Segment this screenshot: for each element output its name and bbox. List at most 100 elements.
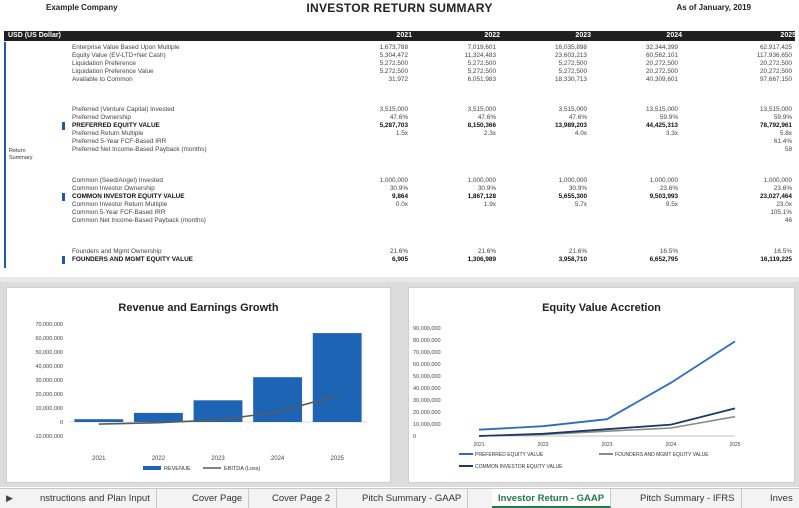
row-label: Common Investor Ownership <box>72 185 155 192</box>
row-value: 20,272,500 <box>646 68 678 75</box>
revenue-earnings-chart: 70,000,000 60,000,000 50,000,000 40,000,000… <box>34 322 367 472</box>
row-label: Liquidation Preference Value <box>72 68 154 75</box>
as-of-date: As of January, 2019 <box>676 3 751 12</box>
row-value: 6,051,983 <box>467 76 496 83</box>
row-value: 6,652,795 <box>649 256 678 263</box>
table-row: Common (Seed/Angel) Invested 1,000,000 1,0… <box>0 177 799 185</box>
row-value: 5,272,500 <box>467 68 496 75</box>
y-tick-label: 10,000,000 <box>413 422 441 428</box>
table-row: Common Investor Return Multiple 0.0x 1.9x 5… <box>0 201 799 209</box>
row-value: 1,673,788 <box>379 44 408 51</box>
section-label: Return Summary <box>9 148 33 162</box>
highlight-marker <box>62 122 65 130</box>
row-value: 16.5% <box>659 248 678 255</box>
row-value: 3,958,710 <box>558 256 587 263</box>
y-tick-label: 70,000,000 <box>35 322 63 328</box>
table-row: Preferred 5-Year FCF-Based IRR 61.4% <box>0 138 799 146</box>
row-value: 78,792,961 <box>760 122 792 129</box>
y-tick-label: -10,000,000 <box>34 434 63 440</box>
x-tick-label: 2025 <box>331 456 345 462</box>
equity-series-line <box>478 407 736 437</box>
row-value: 16,035,898 <box>555 44 587 51</box>
row-value: 60,562,101 <box>646 52 678 59</box>
table-row: Founders and Mgmt Ownership 21.6% 21.6% 21.… <box>0 248 799 256</box>
chart-title: Revenue and Earnings Growth <box>118 302 279 314</box>
table-row: Preferred Ownership 47.6% 47.6% 47.6% 59.9% 5… <box>0 114 799 122</box>
revenue-chart-panel[interactable]: Revenue and Earnings Growth 70,000,000 60… <box>6 287 391 483</box>
sheet-tab-active[interactable]: Investor Return - GAAP <box>492 489 612 508</box>
row-value: 2.3x <box>483 130 496 137</box>
row-value: 44,425,313 <box>646 122 678 129</box>
row-value: 47.6% <box>568 114 587 121</box>
sheet-tab[interactable]: Cover Page <box>186 489 250 508</box>
row-value: 5.7x <box>574 201 587 208</box>
row-value: 40,309,601 <box>646 76 678 83</box>
section-label-line: Return <box>9 148 26 154</box>
year-header: 2024 <box>666 32 682 39</box>
row-value: 13,515,000 <box>760 106 792 113</box>
report-title: INVESTOR RETURN SUMMARY <box>306 1 493 15</box>
y-tick-label: 50,000,000 <box>35 350 63 356</box>
row-value: 9,864 <box>392 193 408 200</box>
y-tick-label: 0 <box>413 434 416 440</box>
row-value: 3,515,000 <box>379 106 408 113</box>
row-label: Enterprise Value Based Upon Multiple <box>72 44 180 51</box>
row-value: 8,150,366 <box>467 122 496 129</box>
row-value: 5,272,500 <box>467 60 496 67</box>
year-header: 2023 <box>575 32 591 39</box>
row-value: 1.5x <box>395 130 408 137</box>
row-label: Preferred Ownership <box>72 114 131 121</box>
row-value: 5,304,472 <box>379 52 408 59</box>
sheet-tab[interactable]: nstructions and Plan Input <box>34 489 157 508</box>
row-value: 58 <box>784 146 792 153</box>
x-tick-label: 2024 <box>271 456 285 462</box>
x-tick-label: 2022 <box>537 442 548 448</box>
table-row: Preferred (Venture Capital) Invested 3,51… <box>0 106 799 114</box>
row-value: 32,344,399 <box>646 44 678 51</box>
table-row: Equity Value (EV-LTD+Net Cash) 5,304,472 1… <box>0 52 799 60</box>
legend-swatch-revenue <box>143 466 161 470</box>
column-header-row: USD (US Dollar) 2021 2022 2023 2024 2025 <box>4 31 796 41</box>
x-tick-label: 2025 <box>729 442 740 448</box>
row-value: 97,667,150 <box>760 76 792 83</box>
year-header: 2025 <box>780 32 796 39</box>
row-value: 1,000,000 <box>558 177 587 184</box>
row-value: 1,000,000 <box>649 177 678 184</box>
scroll-tabs-right-icon[interactable]: ▶ <box>6 493 13 503</box>
legend-label: REVENUE <box>164 466 191 472</box>
row-value: 5.8x <box>779 130 792 137</box>
row-label: Equity Value (EV-LTD+Net Cash) <box>72 52 166 59</box>
table-row: Preferred Net Income-Based Payback (mont… <box>0 146 799 154</box>
table-row: FOUNDERS AND MGMT EQUITY VALUE 6,905 1,306… <box>0 256 799 264</box>
row-value: 16,119,225 <box>760 256 792 263</box>
y-tick-label: 40,000,000 <box>35 364 63 370</box>
row-label: Founders and Mgmt Ownership <box>72 248 162 255</box>
table-row: Common Investor Ownership 30.9% 30.9% 30.9%… <box>0 185 799 193</box>
row-label: FOUNDERS AND MGMT EQUITY VALUE <box>72 256 193 263</box>
revenue-bar <box>193 400 243 422</box>
x-tick-label: 2022 <box>152 456 166 462</box>
x-tick-label: 2023 <box>211 456 225 462</box>
table-row: Common Net Income-Based Payback (months)… <box>0 217 799 225</box>
row-value: 9.5x <box>665 201 678 208</box>
sheet-tab[interactable]: Pitch Summary - IFRS <box>634 489 742 508</box>
x-tick-label: 2024 <box>665 442 676 448</box>
sheet-tab[interactable]: Cover Page 2 <box>266 489 338 508</box>
sheet-tab[interactable]: Pitch Summary - GAAP <box>356 489 469 508</box>
row-value: 20,272,500 <box>760 68 792 75</box>
row-value: 5,287,703 <box>379 122 408 129</box>
row-value: 23.6% <box>773 185 792 192</box>
row-label: Available to Common <box>72 76 133 83</box>
x-tick-label: 2023 <box>601 442 612 448</box>
row-value: 30.9% <box>568 185 587 192</box>
x-tick-label: 2021 <box>473 442 484 448</box>
y-tick-label: 30,000,000 <box>35 378 63 384</box>
sheet-tab[interactable]: Inves <box>764 489 799 508</box>
row-value: 6,905 <box>392 256 408 263</box>
legend-label: COMMON INVESTOR EQUITY VALUE <box>475 464 563 470</box>
row-label: Preferred Net Income-Based Payback (mont… <box>72 146 207 153</box>
row-label: Common Net Income-Based Payback (months) <box>72 217 206 224</box>
equity-chart-panel[interactable]: Equity Value Accretion 90,000,000 80,000,… <box>408 287 795 483</box>
row-value: 20,272,500 <box>760 60 792 67</box>
row-value: 3,515,000 <box>558 106 587 113</box>
